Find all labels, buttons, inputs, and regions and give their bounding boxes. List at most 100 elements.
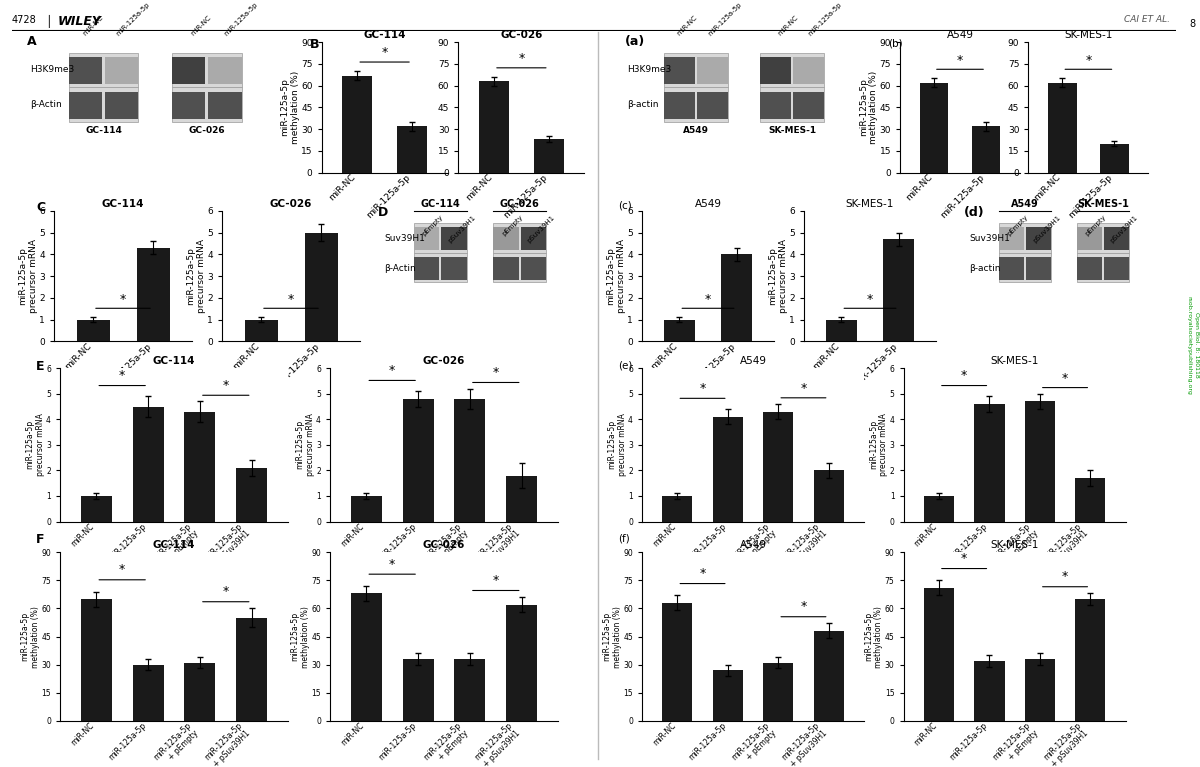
Text: miR-125a-5p: miR-125a-5p xyxy=(115,1,151,37)
Bar xyxy=(697,92,728,119)
Text: SK-MES-1: SK-MES-1 xyxy=(768,127,816,136)
Bar xyxy=(80,496,112,522)
Bar xyxy=(760,87,824,122)
Bar xyxy=(974,404,1004,522)
Bar xyxy=(1076,252,1129,282)
Bar xyxy=(763,412,793,522)
Title: SK-MES-1: SK-MES-1 xyxy=(846,199,894,209)
Bar xyxy=(350,496,382,522)
Text: Suv39H1: Suv39H1 xyxy=(384,234,425,243)
Y-axis label: miR-125a-5p
methylation (%): miR-125a-5p methylation (%) xyxy=(281,71,300,144)
Y-axis label: miR-125a-5p
precursor mRNA: miR-125a-5p precursor mRNA xyxy=(607,413,626,476)
Text: pEmpty: pEmpty xyxy=(500,214,524,237)
Bar xyxy=(414,252,467,282)
Text: β-actin: β-actin xyxy=(628,100,659,109)
Bar xyxy=(793,58,824,84)
Bar xyxy=(1026,227,1051,250)
Title: GC-026: GC-026 xyxy=(500,30,542,40)
Text: *: * xyxy=(866,293,874,306)
Text: *: * xyxy=(518,52,524,65)
Bar xyxy=(1076,223,1129,252)
Bar xyxy=(402,659,433,721)
Bar xyxy=(402,399,433,522)
Text: *: * xyxy=(382,47,388,59)
Bar xyxy=(664,58,695,84)
Title: SK-MES-1: SK-MES-1 xyxy=(990,356,1039,366)
Text: (b): (b) xyxy=(888,38,902,48)
Bar xyxy=(342,75,372,173)
Bar xyxy=(208,92,241,119)
Text: C: C xyxy=(36,201,46,214)
Text: │: │ xyxy=(46,15,53,28)
Text: pSuv39H1: pSuv39H1 xyxy=(1032,214,1062,244)
Text: GC-114: GC-114 xyxy=(420,199,461,209)
Bar xyxy=(521,256,546,280)
Title: GC-114: GC-114 xyxy=(102,199,144,209)
Title: GC-114: GC-114 xyxy=(152,540,196,550)
Text: *: * xyxy=(493,574,499,587)
Bar xyxy=(814,631,844,721)
Text: *: * xyxy=(120,293,126,306)
Text: *: * xyxy=(389,364,395,377)
Text: WILEY: WILEY xyxy=(58,15,102,28)
Title: SK-MES-1: SK-MES-1 xyxy=(990,540,1039,550)
Bar xyxy=(172,87,241,122)
Bar xyxy=(697,58,728,84)
Bar xyxy=(414,227,439,250)
Bar xyxy=(185,412,216,522)
Bar xyxy=(760,58,791,84)
Bar xyxy=(1025,659,1055,721)
Bar xyxy=(1075,599,1105,721)
Y-axis label: miR-125a-5p
precursor mRNA: miR-125a-5p precursor mRNA xyxy=(869,413,888,476)
Text: *: * xyxy=(493,367,499,380)
Bar xyxy=(664,320,695,341)
Text: pEmpty: pEmpty xyxy=(1085,214,1108,237)
Title: A549: A549 xyxy=(947,30,973,40)
Y-axis label: miR-125a-5p
methylation (%): miR-125a-5p methylation (%) xyxy=(602,606,622,667)
Bar xyxy=(1025,401,1055,522)
Text: Open Biol. 8: 180118: Open Biol. 8: 180118 xyxy=(1194,312,1199,378)
Text: miR-125a-5p: miR-125a-5p xyxy=(707,1,743,37)
Bar xyxy=(662,496,692,522)
Text: *: * xyxy=(961,370,967,383)
Text: H3K9me3: H3K9me3 xyxy=(628,65,672,74)
Text: β-Actin: β-Actin xyxy=(30,100,61,109)
Text: (a): (a) xyxy=(625,35,646,48)
Bar xyxy=(883,239,914,341)
Title: A549: A549 xyxy=(739,356,767,366)
Text: miR-NC: miR-NC xyxy=(676,15,698,37)
Bar xyxy=(664,87,728,122)
Text: miR-125a-5p: miR-125a-5p xyxy=(808,1,844,37)
Text: 4728: 4728 xyxy=(12,15,37,25)
Bar xyxy=(305,232,337,341)
Bar xyxy=(763,663,793,721)
Bar xyxy=(1026,256,1051,280)
Title: SK-MES-1: SK-MES-1 xyxy=(1064,30,1112,40)
Text: miR-NC: miR-NC xyxy=(776,15,799,37)
Title: A549: A549 xyxy=(695,199,721,209)
Bar xyxy=(919,83,948,173)
Text: β-actin: β-actin xyxy=(970,264,1001,272)
Text: A549: A549 xyxy=(683,127,709,136)
Text: pSuv39H1: pSuv39H1 xyxy=(527,214,557,244)
Bar xyxy=(185,663,216,721)
Text: *: * xyxy=(288,293,294,306)
Bar xyxy=(68,58,102,84)
Bar xyxy=(1076,227,1102,250)
Bar xyxy=(236,468,268,522)
Text: F: F xyxy=(36,533,44,546)
Bar xyxy=(998,227,1024,250)
Text: pEmpty: pEmpty xyxy=(421,214,445,237)
Bar xyxy=(493,256,518,280)
Bar xyxy=(132,407,163,522)
Text: 8: 8 xyxy=(1189,19,1195,29)
Bar xyxy=(68,87,138,122)
Text: A: A xyxy=(28,35,37,48)
Bar xyxy=(172,92,205,119)
Text: *: * xyxy=(1085,54,1092,67)
Bar xyxy=(972,127,1001,173)
Bar xyxy=(104,92,138,119)
Title: GC-026: GC-026 xyxy=(422,540,466,550)
Text: miR-NC: miR-NC xyxy=(190,15,212,37)
Bar xyxy=(664,92,695,119)
